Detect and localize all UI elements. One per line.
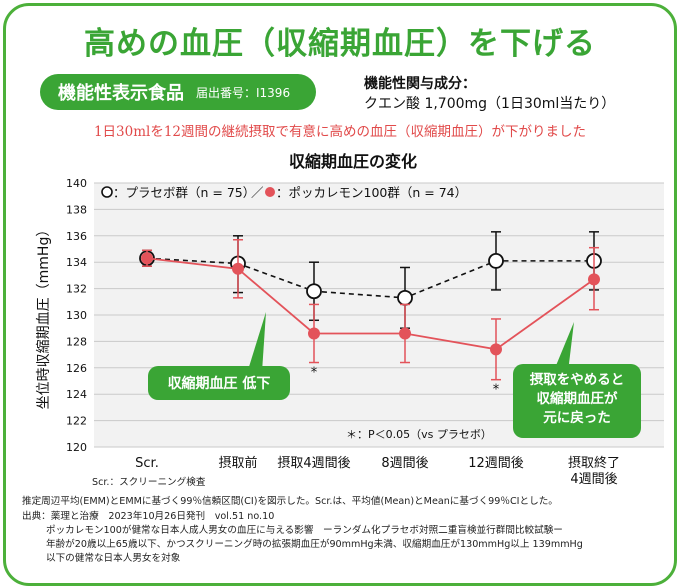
data-point xyxy=(308,327,320,340)
legend-placebo: ：プラセボ群（n = 75） xyxy=(113,185,255,200)
footnote-study1: ポッカレモン100が健常な日本人成人男女の血圧に与える影響 ーランダム化プラセボ… xyxy=(46,525,563,536)
data-point xyxy=(488,252,504,269)
data-point xyxy=(397,289,413,306)
series-line xyxy=(146,257,594,299)
series-line xyxy=(146,257,595,351)
callout-right-box xyxy=(513,364,641,438)
data-point xyxy=(490,343,502,356)
y-tick-label: 136 xyxy=(66,230,87,243)
y-tick-label: 124 xyxy=(66,388,87,401)
legend-placebo-marker xyxy=(101,186,113,198)
y-tick-label: 120 xyxy=(66,441,87,454)
significance-note: ＊：P＜0.05（vs プラセボ） xyxy=(346,428,492,441)
data-point xyxy=(141,252,153,265)
legend-lemon-marker xyxy=(265,187,275,197)
callout-right-line2: 収縮期血圧が xyxy=(537,390,618,407)
footnote-source: 出典：薬理と治療 2023年10月26日発刊 vol.51 no.10 xyxy=(22,511,275,522)
functional-food-label: 機能性表示食品 届出番号：I1396 xyxy=(40,74,316,110)
y-tick-label: 138 xyxy=(66,203,87,216)
footnote-scr: Scr.：スクリーニング検査 xyxy=(92,477,206,488)
significance-mark: * xyxy=(311,366,318,381)
x-tick-label: 摂取4週間後 xyxy=(277,455,350,471)
y-tick-label: 134 xyxy=(66,256,87,269)
callout-left: 収縮期血圧 低下 xyxy=(148,312,290,400)
page-title: 高めの血圧（収縮期血圧）を下げる xyxy=(84,26,596,62)
claim-text: 1日30mlを12週間の継続摂取で有意に高めの血圧（収縮期血圧）が下がりました xyxy=(93,124,587,140)
label-main: 機能性表示食品 xyxy=(58,83,184,104)
chart-title: 収縮期血圧の変化 xyxy=(289,152,417,171)
data-point xyxy=(306,283,322,300)
callout-right-line1: 摂取をやめると xyxy=(530,371,625,388)
callout-left-text: 収縮期血圧 低下 xyxy=(168,375,271,392)
significance-mark: * xyxy=(493,383,500,398)
x-tick-label: 12週間後 xyxy=(468,456,524,471)
callout-right-line3: 元に戻った xyxy=(543,409,611,426)
x-tick-label: 摂取終了 xyxy=(568,455,620,471)
ingredient-head: 機能性関与成分： xyxy=(364,76,476,92)
outer-frame xyxy=(3,3,677,586)
legend-separator: ／ xyxy=(251,185,264,200)
ingredient-value: クエン酸 1,700mg（1日30ml当たり） xyxy=(364,96,616,112)
callout-left-pointer xyxy=(248,312,266,372)
x-tick-label: 4週間後 xyxy=(570,472,617,487)
footnote-study2: 年齢が20歳以上65歳以下、かつスクリーニング時の拡張期血圧が90mmHg未満、… xyxy=(46,539,583,550)
data-point xyxy=(399,327,411,340)
x-tick-label: 摂取前 xyxy=(218,455,257,471)
y-tick-label: 132 xyxy=(66,283,87,296)
y-tick-label: 140 xyxy=(66,177,87,190)
callout-right-pointer xyxy=(555,322,574,372)
ingredient-info: 機能性関与成分： クエン酸 1,700mg（1日30ml当たり） xyxy=(364,74,615,114)
y-tick-label: 122 xyxy=(66,415,87,428)
x-tick-label: 8週間後 xyxy=(381,456,428,471)
footnote-study3: 以下の健常な日本人男女を対象 xyxy=(46,553,181,564)
callout-left-box xyxy=(148,366,290,400)
data-point xyxy=(588,273,600,286)
legend: ：プラセボ群（n = 75） ／ ：ポッカレモン100群（n = 74） xyxy=(101,185,467,200)
footnote-ci: 推定周辺平均(EMM)とEMMに基づく99％信頼区間(CI)を図示した。Scr.… xyxy=(22,496,558,507)
legend-lemon: ：ポッカレモン100群（n = 74） xyxy=(276,185,467,200)
y-tick-label: 128 xyxy=(66,335,87,348)
y-tick-label: 126 xyxy=(66,362,87,375)
y-axis-label: 坐位時収縮期血圧（mmHg） xyxy=(36,223,52,410)
x-tick-label: Scr. xyxy=(135,456,159,471)
data-point xyxy=(232,262,244,275)
callout-right: 摂取をやめると 収縮期血圧が 元に戻った xyxy=(513,322,641,438)
y-tick-label: 130 xyxy=(66,309,87,322)
label-registration: 届出番号：I1396 xyxy=(196,85,291,100)
